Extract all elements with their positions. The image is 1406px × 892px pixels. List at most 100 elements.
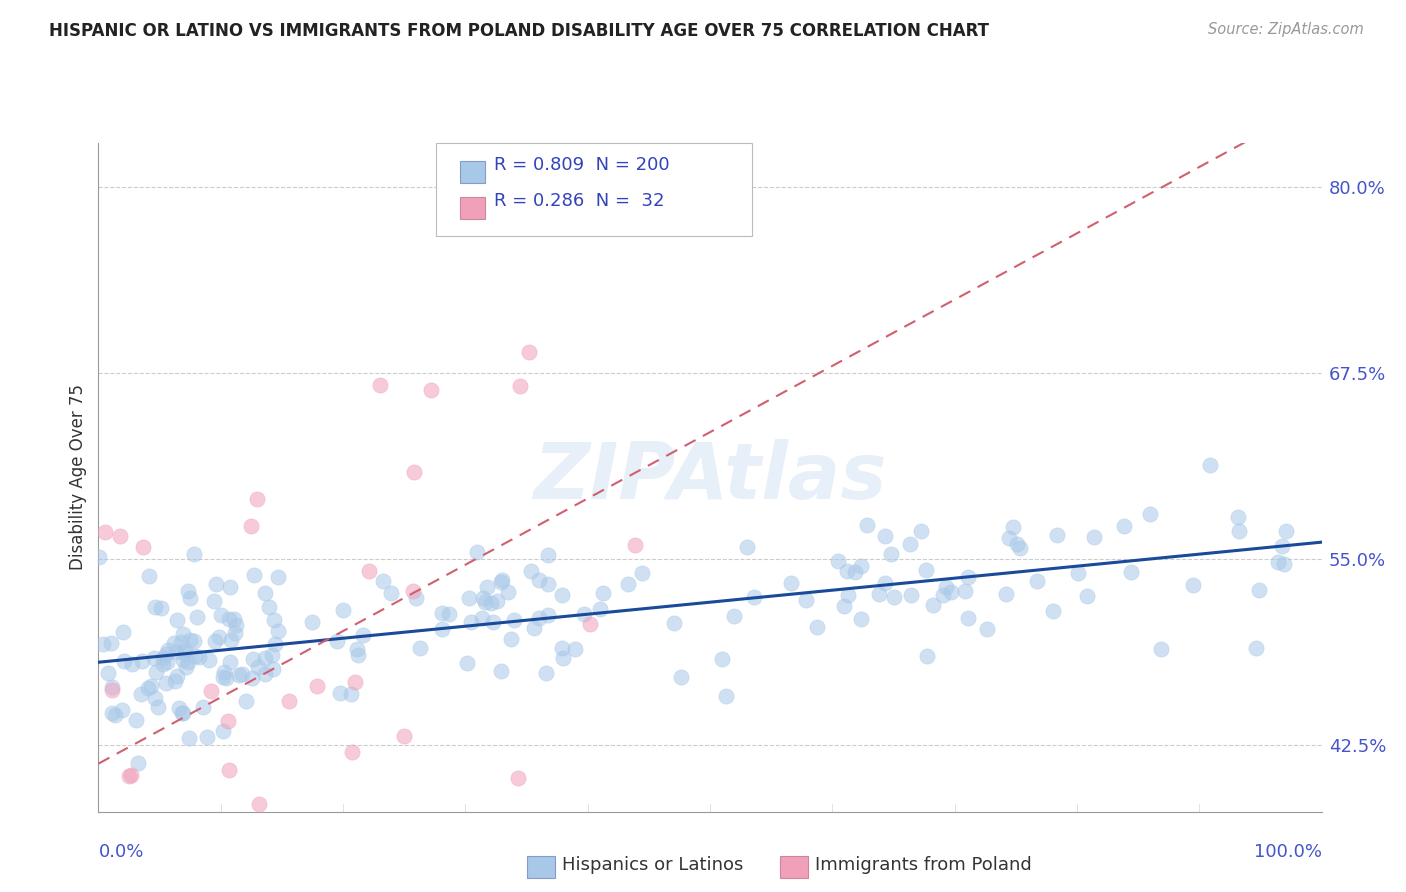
Point bbox=[138, 569, 160, 583]
Point bbox=[915, 648, 938, 663]
Point bbox=[205, 576, 228, 591]
Point bbox=[579, 617, 602, 632]
Point bbox=[402, 584, 425, 599]
Point bbox=[460, 615, 482, 629]
Point bbox=[146, 699, 169, 714]
Point bbox=[163, 674, 186, 689]
Point bbox=[616, 577, 638, 591]
Point bbox=[572, 607, 595, 621]
Point bbox=[328, 685, 350, 699]
Point bbox=[537, 608, 560, 623]
Point bbox=[711, 652, 734, 666]
Point bbox=[405, 591, 427, 606]
Point bbox=[163, 636, 186, 650]
Point bbox=[474, 594, 496, 608]
Point bbox=[880, 547, 903, 561]
Point bbox=[976, 622, 998, 636]
Point bbox=[156, 655, 179, 669]
Point bbox=[177, 655, 200, 669]
Point bbox=[489, 665, 512, 679]
Point bbox=[956, 570, 979, 584]
Point bbox=[527, 573, 550, 587]
Point bbox=[998, 531, 1021, 545]
Point bbox=[131, 654, 153, 668]
Point bbox=[174, 660, 197, 674]
Point bbox=[849, 612, 872, 626]
Point bbox=[1067, 566, 1090, 580]
Point bbox=[1182, 578, 1205, 592]
Point bbox=[1150, 642, 1173, 657]
Text: R = 0.809  N = 200: R = 0.809 N = 200 bbox=[494, 156, 669, 174]
Point bbox=[491, 573, 513, 587]
Point bbox=[868, 587, 890, 601]
Point bbox=[246, 491, 269, 506]
Point bbox=[506, 771, 529, 785]
Point bbox=[136, 681, 159, 696]
Point bbox=[200, 684, 222, 698]
Point bbox=[263, 613, 285, 627]
Point bbox=[1249, 583, 1271, 598]
Point bbox=[172, 653, 194, 667]
Point bbox=[247, 660, 270, 674]
Point bbox=[939, 585, 962, 599]
Point bbox=[218, 612, 240, 626]
Point bbox=[253, 650, 276, 665]
Point bbox=[509, 379, 531, 393]
Point bbox=[914, 563, 936, 577]
Point bbox=[186, 610, 208, 624]
Point bbox=[1272, 558, 1295, 572]
Point bbox=[127, 756, 149, 770]
Point bbox=[735, 540, 758, 554]
Point bbox=[170, 635, 193, 649]
Point bbox=[143, 600, 166, 615]
Point bbox=[537, 549, 560, 563]
Point bbox=[121, 657, 143, 671]
Point bbox=[832, 599, 855, 613]
Point bbox=[211, 724, 233, 739]
Text: R = 0.286  N =  32: R = 0.286 N = 32 bbox=[494, 192, 664, 210]
Point bbox=[150, 601, 173, 615]
Point bbox=[172, 706, 194, 721]
Point bbox=[104, 707, 127, 722]
Point bbox=[856, 518, 879, 533]
Point bbox=[225, 618, 247, 632]
Text: ZIPAtlas: ZIPAtlas bbox=[533, 439, 887, 516]
Point bbox=[166, 613, 188, 627]
Point bbox=[458, 591, 481, 605]
Point bbox=[191, 834, 214, 848]
Point bbox=[141, 679, 163, 693]
Point bbox=[931, 588, 953, 602]
Point bbox=[344, 675, 367, 690]
Point bbox=[471, 611, 494, 625]
Point bbox=[346, 642, 368, 657]
Point bbox=[456, 656, 478, 670]
Point bbox=[224, 612, 246, 626]
Point bbox=[87, 549, 110, 564]
Point bbox=[1244, 641, 1267, 656]
Point bbox=[188, 650, 211, 665]
Point bbox=[215, 671, 238, 685]
Point bbox=[503, 613, 526, 627]
Point bbox=[101, 680, 124, 694]
Point bbox=[174, 643, 197, 657]
Point bbox=[224, 625, 246, 640]
Point bbox=[873, 575, 896, 590]
Point bbox=[485, 593, 508, 607]
Point bbox=[131, 540, 153, 554]
Point bbox=[779, 576, 801, 591]
Point bbox=[1046, 527, 1069, 541]
Point bbox=[1227, 524, 1250, 538]
Point bbox=[120, 768, 142, 782]
Point bbox=[955, 583, 977, 598]
Point bbox=[231, 667, 253, 681]
Point bbox=[806, 620, 828, 634]
Point bbox=[209, 607, 232, 622]
Point bbox=[259, 600, 281, 615]
Point bbox=[195, 730, 218, 744]
Point bbox=[254, 585, 277, 599]
Point bbox=[152, 657, 174, 672]
Point bbox=[197, 653, 219, 667]
Point bbox=[664, 615, 686, 630]
Point bbox=[228, 667, 250, 681]
Point bbox=[922, 598, 945, 612]
